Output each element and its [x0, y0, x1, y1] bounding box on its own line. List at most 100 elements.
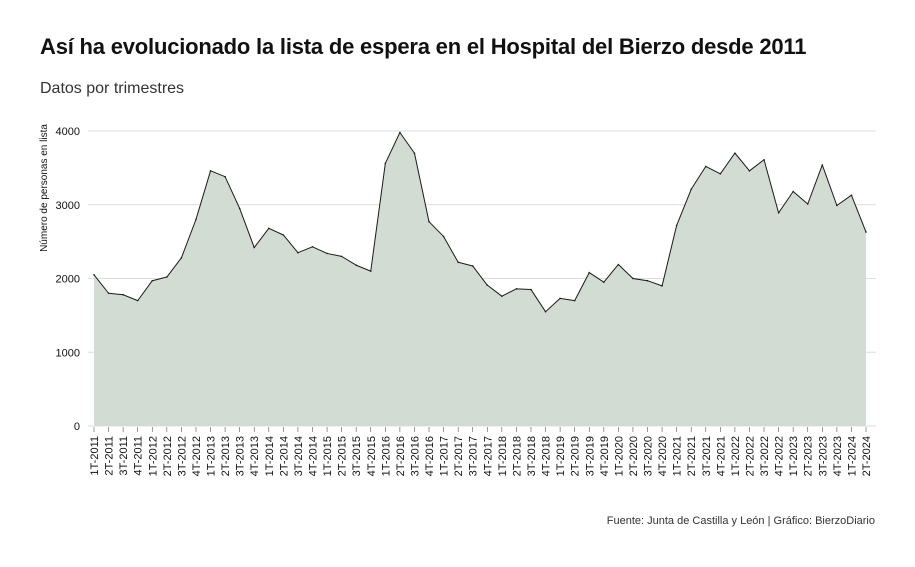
x-tick-label: 1T-2018 — [497, 436, 509, 476]
data-point — [544, 310, 547, 313]
data-point — [573, 299, 576, 302]
x-tick-label: 2T-2021 — [686, 436, 698, 476]
x-tick-label: 3T-2020 — [643, 436, 655, 476]
data-point — [209, 170, 212, 172]
x-tick-label: 3T-2011 — [118, 436, 130, 476]
data-point — [253, 246, 256, 249]
x-tick-label: 2T-2022 — [744, 436, 756, 476]
data-point — [340, 255, 343, 258]
x-tick-label: 1T-2020 — [613, 436, 625, 476]
data-point — [399, 131, 401, 134]
x-tick-label: 1T-2012 — [147, 436, 159, 476]
x-tick-label: 4T-2023 — [832, 436, 844, 476]
x-tick-label: 3T-2012 — [176, 436, 188, 476]
series-line — [93, 131, 867, 313]
data-point — [195, 218, 197, 221]
x-tick-label: 4T-2013 — [249, 436, 261, 476]
y-tick-label: 1000 — [56, 347, 80, 359]
y-tick-label: 0 — [74, 421, 80, 433]
x-tick-label: 2T-2014 — [278, 436, 290, 476]
data-point — [821, 164, 824, 166]
x-tick-label: 2T-2019 — [570, 436, 582, 476]
data-point — [355, 264, 357, 267]
chart-title: Así ha evolucionado la lista de espera e… — [40, 34, 807, 59]
x-tick-label: 3T-2018 — [526, 436, 538, 476]
x-tick-label: 1T-2023 — [788, 436, 800, 476]
x-tick-label: 4T-2017 — [482, 436, 494, 476]
x-tick-label: 1T-2021 — [672, 436, 684, 476]
data-point — [603, 281, 605, 283]
data-point — [369, 270, 372, 272]
data-point — [719, 172, 722, 175]
x-tick-label: 4T-2011 — [133, 436, 145, 476]
data-point — [559, 297, 561, 300]
data-point — [530, 288, 532, 291]
data-point — [122, 293, 124, 296]
x-tick-label: 4T-2015 — [366, 436, 378, 476]
data-point — [282, 234, 285, 236]
data-point — [806, 203, 809, 205]
data-point — [224, 175, 226, 178]
data-point — [675, 224, 678, 227]
x-tick-label: 1T-2019 — [555, 436, 567, 476]
x-tick-label: 2T-2011 — [104, 436, 116, 476]
y-axis: 0 1000 2000 3000 4000 — [56, 126, 80, 433]
x-tick-label: 1T-2015 — [322, 436, 334, 476]
x-tick-label: 4T-2012 — [191, 436, 203, 476]
x-tick-label: 3T-2013 — [235, 436, 247, 476]
data-point — [326, 252, 328, 255]
x-tick-label: 4T-2019 — [599, 436, 611, 476]
data-point — [180, 257, 183, 259]
data-point — [501, 295, 503, 298]
x-tick-label: 2T-2017 — [453, 436, 465, 476]
data-point — [136, 299, 139, 302]
data-point — [734, 152, 736, 154]
data-point — [151, 279, 154, 282]
x-tick-label: 2T-2016 — [395, 436, 407, 476]
x-tick-label: 3T-2015 — [351, 436, 363, 476]
data-point — [166, 276, 168, 278]
x-tick-label: 2T-2012 — [162, 436, 174, 476]
area-series — [93, 131, 867, 427]
x-tick-label: 2T-2013 — [220, 436, 232, 476]
data-point — [646, 279, 649, 282]
x-tick-label: 3T-2021 — [701, 436, 713, 476]
x-tick-label: 1T-2017 — [439, 436, 451, 476]
x-tick-label: 1T-2024 — [846, 436, 858, 476]
data-point — [311, 245, 314, 248]
data-point — [748, 170, 751, 172]
data-point — [632, 277, 634, 280]
data-point — [486, 284, 489, 286]
data-point — [297, 251, 299, 254]
x-tick-label: 1T-2011 — [89, 436, 101, 476]
x-tick-label: 4T-2014 — [307, 436, 319, 476]
data-point — [704, 165, 707, 168]
source-note: Fuente: Junta de Castilla y León | Gráfi… — [606, 515, 875, 527]
data-point — [850, 194, 853, 196]
x-tick-label: 4T-2018 — [541, 436, 553, 476]
x-tick-label: 1T-2022 — [730, 436, 742, 476]
data-point — [515, 288, 518, 290]
y-tick-label: 4000 — [56, 126, 80, 138]
data-point — [588, 271, 591, 274]
x-tick-label: 4T-2016 — [424, 436, 436, 476]
x-tick-label: 3T-2019 — [584, 436, 596, 476]
data-point — [792, 190, 794, 193]
data-point — [763, 158, 765, 161]
data-point — [471, 265, 474, 267]
x-tick-label: 3T-2017 — [468, 436, 480, 476]
data-point — [428, 220, 430, 223]
x-tick-label: 2T-2024 — [861, 436, 873, 476]
data-point — [661, 285, 663, 287]
x-tick-label: 3T-2016 — [409, 436, 421, 476]
x-tick-label: 3T-2023 — [817, 436, 829, 476]
data-point — [107, 292, 110, 295]
data-point — [457, 261, 459, 264]
data-point — [267, 227, 270, 230]
area-fill — [94, 132, 866, 427]
data-point — [238, 207, 241, 210]
y-tick-label: 3000 — [56, 200, 80, 212]
x-tick-label: 3T-2022 — [759, 436, 771, 476]
x-tick-label: 3T-2014 — [293, 436, 305, 476]
